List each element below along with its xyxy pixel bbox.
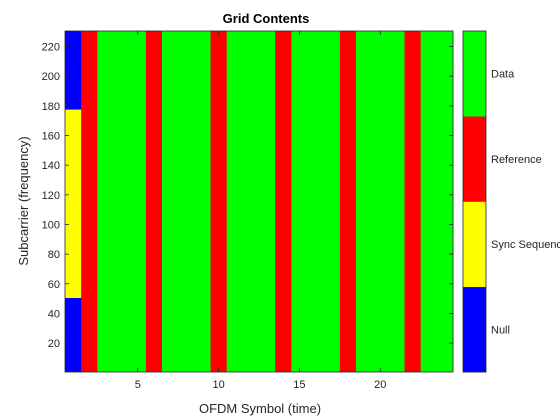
grid-cell-null xyxy=(65,297,82,372)
y-tick-label: 40 xyxy=(48,308,60,320)
y-tick-label: 80 xyxy=(48,249,60,261)
grid-cell-reference xyxy=(81,31,98,372)
colorbar-swatch-sync-sequence xyxy=(463,201,486,288)
grid-cell-data xyxy=(388,31,405,372)
grid-cell-data xyxy=(162,31,179,372)
grid-cell-null xyxy=(65,31,82,110)
colorbar-label-reference: Reference xyxy=(491,154,542,166)
y-axis-label: Subcarrier (frequency) xyxy=(16,136,31,265)
axes-box xyxy=(64,30,454,373)
grid-cell-data xyxy=(372,31,389,372)
y-tick-label: 140 xyxy=(42,160,60,172)
x-tick-label: 5 xyxy=(135,379,141,391)
grid-cell-data xyxy=(420,31,438,372)
colorbar-swatch-null xyxy=(463,286,486,373)
colorbar-label-data: Data xyxy=(491,69,515,81)
chart-title: Grid Contents xyxy=(223,11,310,26)
grid-cell-data xyxy=(323,31,341,372)
colorbar-label-sync-sequence: Sync Sequence xyxy=(491,239,560,251)
x-tick-label: 10 xyxy=(212,379,224,391)
colorbar-swatch-reference xyxy=(463,116,486,202)
grid-cell-reference xyxy=(339,31,357,372)
grid-cell-reference xyxy=(210,31,228,372)
grid-cell-reference xyxy=(404,31,422,372)
grid-cell-reference xyxy=(275,31,292,372)
axes: 5 10 15 20 20 40 60 80 100 120 140 160 180 200 220 xyxy=(42,30,454,391)
y-tick-label: 180 xyxy=(42,101,60,113)
colorbar-box xyxy=(462,30,487,373)
x-axis-label: OFDM Symbol (time) xyxy=(199,401,321,416)
grid-cell-data xyxy=(226,31,244,372)
y-tick-label: 20 xyxy=(48,338,60,350)
y-tick-label: 220 xyxy=(42,42,60,54)
y-tick-label: 160 xyxy=(42,131,60,143)
grid-cell-sync-sequence xyxy=(65,109,82,298)
grid-cell-data xyxy=(178,31,195,372)
x-tick-label: 15 xyxy=(293,379,305,391)
colorbar-swatch-data xyxy=(463,31,486,117)
colorbar-label-null: Null xyxy=(491,324,510,336)
grid-cell-data xyxy=(97,31,114,372)
y-tick-label: 60 xyxy=(48,279,60,291)
grid-cell-data xyxy=(291,31,308,372)
grid-cell-data xyxy=(113,31,131,372)
grid-cell-data xyxy=(436,31,454,372)
grid-cell-data xyxy=(242,31,260,372)
colorbar: Null Sync Sequence Reference Data xyxy=(462,30,560,373)
grid-cell-data xyxy=(356,31,373,372)
grid-cell-data xyxy=(194,31,211,372)
x-tick-label: 20 xyxy=(374,379,386,391)
y-tick-label: 100 xyxy=(42,219,60,231)
grid-cell-reference xyxy=(145,31,163,372)
y-tick-label: 120 xyxy=(42,190,60,202)
grid-cell-data xyxy=(259,31,276,372)
grid-cell-data xyxy=(307,31,325,372)
y-tick-label: 200 xyxy=(42,71,60,83)
plot-area xyxy=(65,31,454,372)
grid-cell-data xyxy=(129,31,147,372)
